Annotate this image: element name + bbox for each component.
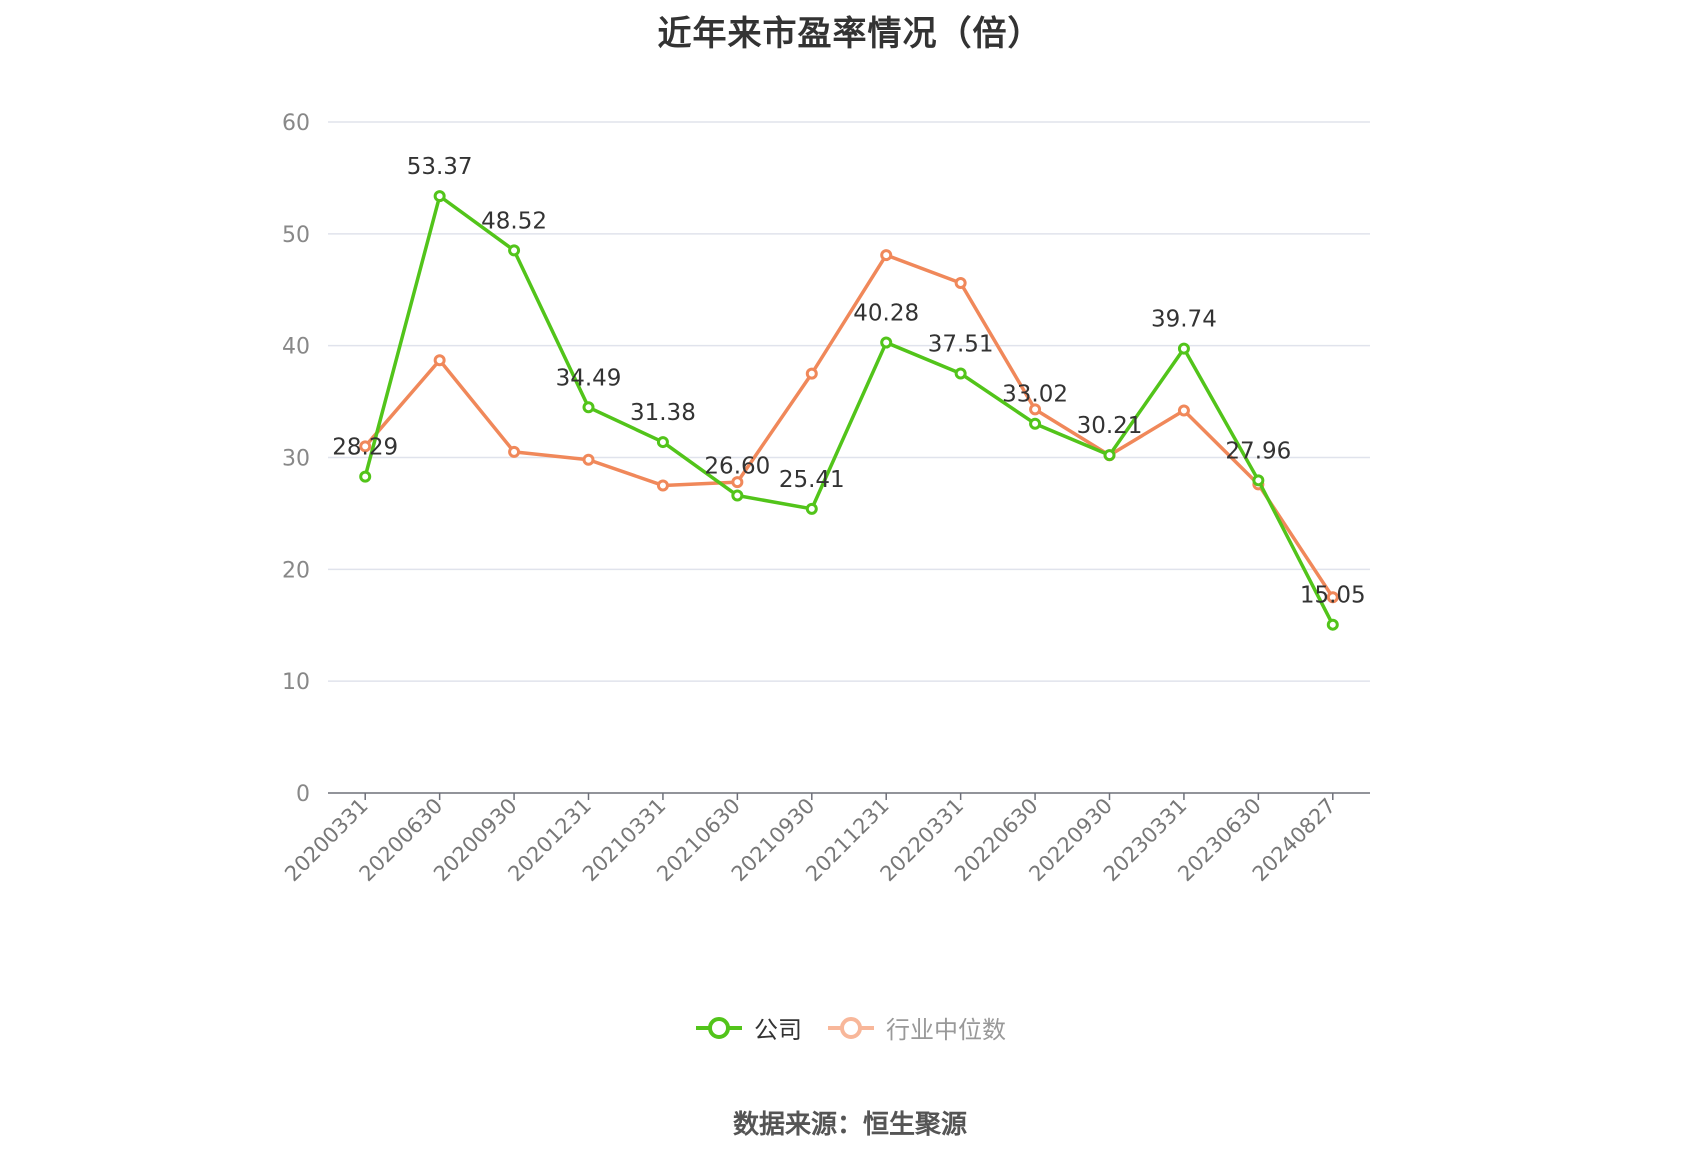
series-line-0	[363, 194, 1335, 626]
series-0-point-3	[582, 401, 595, 414]
series-0-point-11	[1177, 342, 1190, 355]
series-0-point-5	[731, 489, 744, 502]
y-tick-label-40: 40	[282, 335, 310, 360]
series-0-point-6	[805, 502, 818, 515]
y-tick-label-50: 50	[282, 223, 310, 248]
series-0-point-12	[1252, 474, 1265, 487]
series-1-point-5	[731, 476, 744, 489]
chart-title: 近年来市盈率情况（倍）	[657, 14, 1043, 54]
series-0-point-8	[954, 367, 967, 380]
series-0-point-7	[880, 336, 893, 349]
legend-label-industry-median: 行业中位数	[886, 1016, 1006, 1044]
y-tick-label-30: 30	[282, 447, 310, 472]
data-label-2: 48.52	[481, 208, 547, 234]
data-label-1: 53.37	[407, 154, 473, 180]
series-0-point-4	[656, 436, 669, 449]
data-source: 数据来源：恒生聚源	[732, 1110, 967, 1140]
data-label-9: 33.02	[1002, 382, 1068, 408]
series-line-1	[363, 253, 1335, 599]
series-1-point-0	[359, 440, 372, 453]
line-chart: 0102030405060202003312020063020200930202…	[280, 111, 1370, 886]
legend-company-marker-icon	[696, 1016, 742, 1039]
series-1-point-1	[433, 354, 446, 367]
series-0-point-10	[1103, 449, 1116, 462]
series-1-point-13	[1326, 591, 1339, 604]
data-label-11: 39.74	[1151, 307, 1217, 333]
data-label-8: 37.51	[928, 332, 994, 358]
series-0-point-2	[508, 244, 521, 257]
legend-industry-marker-icon	[828, 1016, 874, 1039]
data-label-4: 31.38	[630, 400, 696, 426]
legend[interactable]: 公司 行业中位数	[0, 1010, 1700, 1045]
data-label-13: 15.05	[1300, 583, 1366, 609]
y-tick-label-0: 0	[296, 782, 310, 807]
data-label-0: 28.29	[332, 435, 398, 461]
series-1-point-2	[508, 445, 521, 458]
series-0-point-1	[433, 190, 446, 203]
y-tick-label-60: 60	[282, 111, 310, 136]
series-1-point-8	[954, 277, 967, 290]
data-label-10: 30.21	[1077, 413, 1143, 439]
series-1-point-7	[880, 249, 893, 262]
series-0-point-0	[359, 470, 372, 483]
series-1-point-6	[805, 367, 818, 380]
data-label-12: 27.96	[1225, 438, 1291, 464]
series-0-point-9	[1029, 417, 1042, 430]
legend-label-company: 公司	[754, 1016, 802, 1044]
series-1-point-9	[1029, 403, 1042, 416]
data-label-7: 40.28	[853, 301, 919, 327]
y-tick-label-20: 20	[282, 558, 310, 583]
series-1-point-11	[1177, 404, 1190, 417]
data-label-5: 26.60	[704, 454, 770, 480]
data-label-3: 34.49	[556, 365, 622, 391]
series-0-point-13	[1326, 618, 1339, 631]
series-1-point-4	[656, 479, 669, 492]
series-1-point-3	[582, 453, 595, 466]
y-tick-label-10: 10	[282, 670, 310, 695]
legend-item-industry-median[interactable]: 行业中位数	[826, 1010, 1006, 1045]
legend-item-company[interactable]: 公司	[694, 1010, 802, 1045]
data-label-6: 25.41	[779, 467, 845, 493]
